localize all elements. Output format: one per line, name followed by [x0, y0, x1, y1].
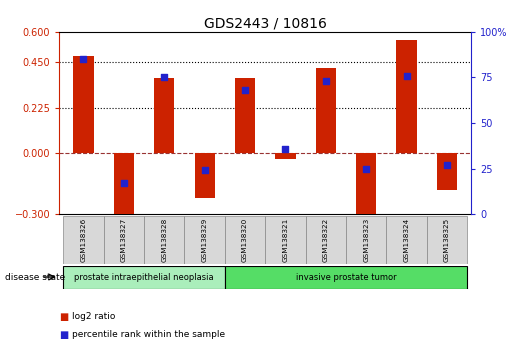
Bar — [427, 216, 467, 264]
Title: GDS2443 / 10816: GDS2443 / 10816 — [204, 17, 327, 31]
Point — [281, 146, 289, 152]
Bar — [316, 68, 336, 153]
Bar — [184, 216, 225, 264]
Text: GSM138328: GSM138328 — [161, 218, 167, 262]
Bar — [104, 216, 144, 264]
Bar — [73, 56, 94, 153]
Bar — [144, 216, 184, 264]
Text: invasive prostate tumor: invasive prostate tumor — [296, 273, 397, 281]
Text: disease state: disease state — [5, 273, 65, 281]
Text: GSM138321: GSM138321 — [282, 218, 288, 262]
Text: GSM138326: GSM138326 — [80, 218, 87, 262]
Text: percentile rank within the sample: percentile rank within the sample — [72, 330, 225, 339]
Bar — [276, 153, 296, 159]
Text: GSM138322: GSM138322 — [323, 218, 329, 262]
Text: GSM138325: GSM138325 — [444, 218, 450, 262]
Bar — [225, 216, 265, 264]
Point — [322, 78, 330, 84]
Bar — [195, 153, 215, 198]
Bar — [356, 153, 376, 218]
Bar — [154, 79, 175, 153]
Text: GSM138329: GSM138329 — [202, 218, 208, 262]
Text: prostate intraepithelial neoplasia: prostate intraepithelial neoplasia — [74, 273, 214, 281]
Bar — [235, 79, 255, 153]
Text: GSM138327: GSM138327 — [121, 218, 127, 262]
Bar — [346, 216, 386, 264]
Text: GSM138320: GSM138320 — [242, 218, 248, 262]
Bar — [397, 40, 417, 153]
Text: ■: ■ — [59, 330, 68, 339]
Point — [403, 73, 411, 79]
Bar — [265, 216, 305, 264]
Bar — [63, 266, 225, 289]
Point — [79, 56, 88, 62]
Bar — [386, 216, 427, 264]
Bar — [114, 153, 134, 230]
Text: ■: ■ — [59, 312, 68, 322]
Point — [443, 162, 451, 168]
Bar — [225, 266, 467, 289]
Point — [241, 87, 249, 93]
Text: log2 ratio: log2 ratio — [72, 312, 115, 321]
Point — [119, 180, 128, 186]
Point — [160, 75, 168, 80]
Bar — [437, 153, 457, 190]
Text: GSM138323: GSM138323 — [363, 218, 369, 262]
Bar — [63, 216, 104, 264]
Bar — [305, 216, 346, 264]
Point — [200, 167, 209, 173]
Text: GSM138324: GSM138324 — [404, 218, 409, 262]
Point — [362, 166, 370, 171]
